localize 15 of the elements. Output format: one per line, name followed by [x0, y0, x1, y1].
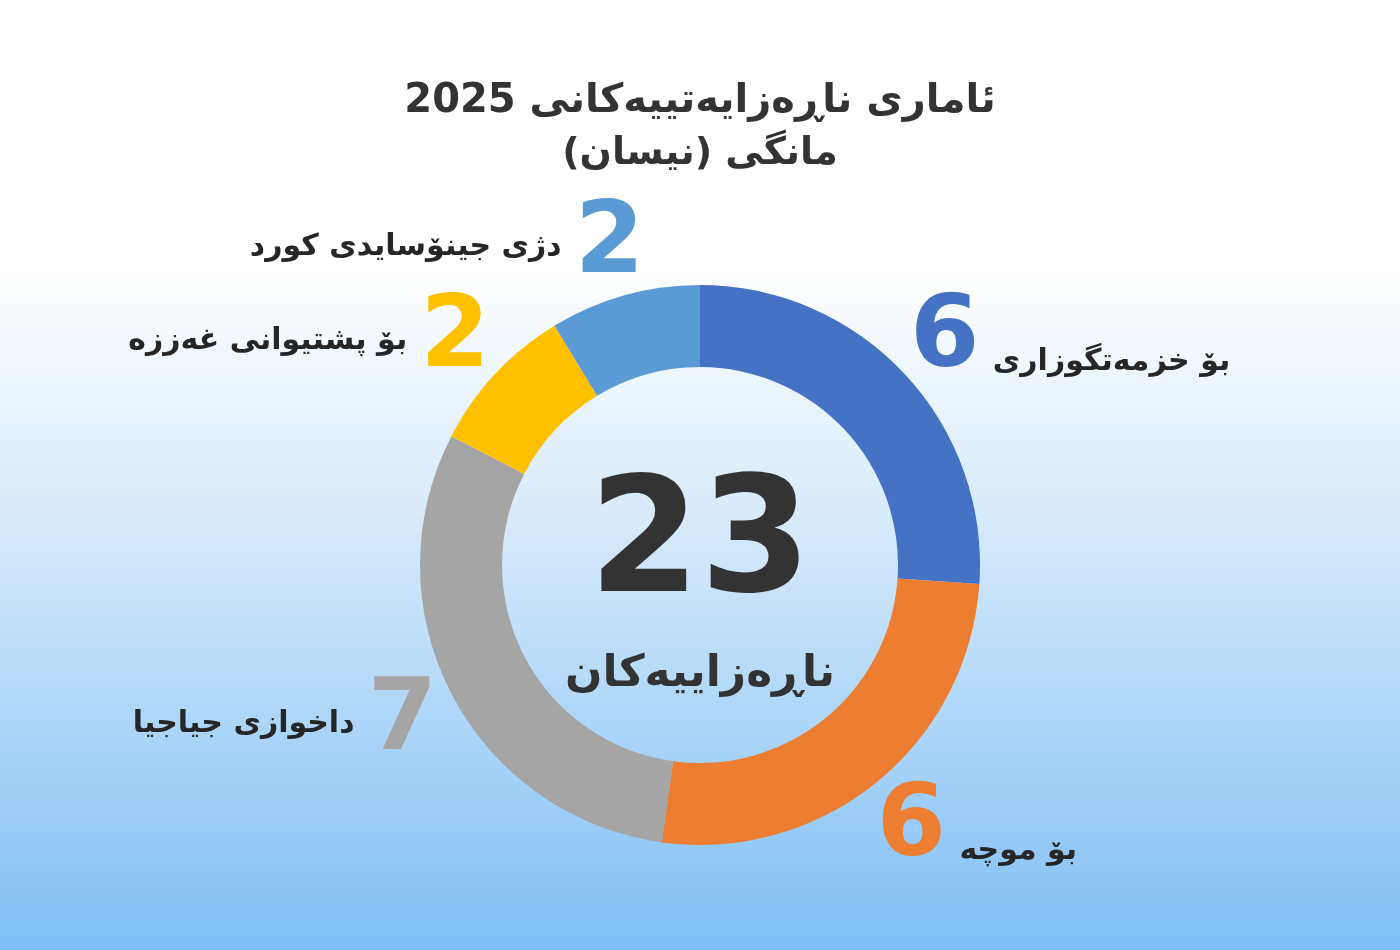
slice-label: داخوازی جیاجیا — [132, 704, 355, 740]
text: 23 — [588, 442, 812, 629]
slice-label: دژی جینۆسایدی کورد — [249, 227, 562, 263]
slice-label: بۆ خزمەتگوزاری — [992, 342, 1231, 378]
slice-label: بۆ موچە — [959, 830, 1078, 867]
data-label: 6 — [876, 761, 947, 879]
data-label: 2 — [574, 179, 645, 297]
chart-title: ئاماری ناڕەزایەتییەکانی 2025 — [404, 75, 996, 122]
chart-subtitle: مانگی (نیسان) — [562, 129, 838, 173]
text: ناڕەزاییەکان — [564, 645, 836, 697]
slice-label: بۆ پشتیوانی غەززە — [128, 321, 408, 358]
data-label: 6 — [910, 273, 980, 391]
donut-slice — [554, 285, 700, 396]
data-label: 7 — [367, 656, 438, 774]
data-label: 2 — [420, 273, 490, 391]
